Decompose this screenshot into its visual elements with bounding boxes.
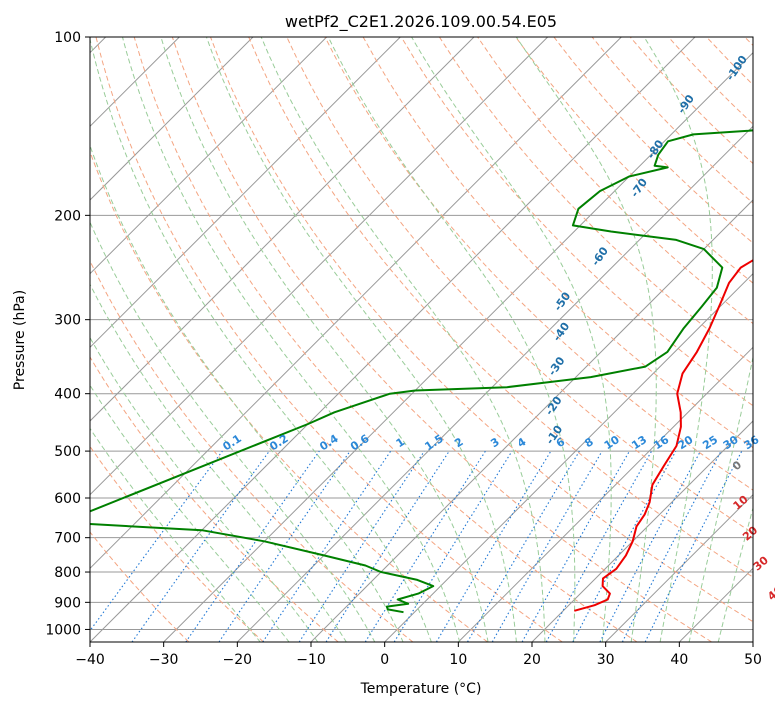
x-tick-label: −10: [296, 652, 326, 668]
isotherm-line: [90, 37, 328, 275]
dry-adiabat-line: [438, 37, 753, 366]
dewpoint-line: [90, 129, 753, 614]
y-tick-label: 700: [54, 531, 81, 547]
moist-adiabat-line: [717, 506, 753, 642]
isotherm-line: [457, 346, 753, 642]
mixing-ratio-line: [298, 450, 425, 642]
x-tick-label: −30: [149, 652, 179, 668]
isotherm-line: [605, 493, 753, 642]
dry-adiabat-line: [515, 37, 753, 284]
mixing-ratio-lines: [90, 450, 743, 642]
dry-adiabat-line: [90, 445, 264, 642]
mixing-ratio-line: [218, 450, 351, 642]
dry-adiabat-line: [90, 150, 488, 642]
moist-adiabat-line: [205, 37, 517, 642]
dry-adiabat-line: [90, 531, 190, 642]
y-tick-label: 400: [54, 387, 81, 403]
dry-adiabat-line: [95, 37, 563, 642]
x-tick-label: 10: [449, 652, 467, 668]
dry-adiabat-line: [171, 37, 712, 642]
dry-adiabat-label: 40: [765, 583, 775, 603]
x-axis-label: Temperature (°C): [360, 681, 482, 697]
x-tick-label: 30: [597, 652, 615, 668]
mixing-ratio-line: [325, 450, 450, 642]
moist-adiabat-line: [90, 144, 404, 642]
x-tick-label: −40: [75, 652, 105, 668]
moist-adiabat-line: [688, 355, 753, 642]
isotherm-line: [90, 37, 475, 422]
isotherm-line: [90, 37, 696, 642]
moist-adiabat-line: [121, 37, 461, 642]
chart-title: wetPf2_C2E1.2026.109.00.54.E05: [285, 12, 557, 32]
y-tick-label: 1000: [45, 622, 81, 638]
temperature-line: [574, 259, 753, 612]
y-axis-label: Pressure (hPa): [12, 290, 28, 390]
axis-ticks: −40 −30 −20 −10 0 10 20 30 40 50 100 200 300 400 500 60…: [45, 30, 762, 668]
y-tick-label: 600: [54, 491, 81, 507]
dry-adiabat-line: [90, 259, 414, 642]
mixing-ratio-line: [262, 450, 392, 642]
moist-adiabat-line: [90, 336, 319, 642]
mixing-ratio-line: [572, 450, 677, 642]
mixing-ratio-line: [644, 450, 743, 642]
y-tick-label: 300: [54, 313, 81, 329]
moist-adiabat-line: [90, 283, 347, 642]
plot-frame: [89, 36, 754, 643]
moist-adiabat-line: [90, 384, 290, 642]
moist-adiabat-line: [160, 37, 489, 642]
x-tick-label: 40: [670, 652, 688, 668]
isotherm-line: [90, 37, 401, 349]
x-tick-label: 20: [523, 652, 541, 668]
moist-adiabat-line: [90, 37, 432, 642]
dry-adiabat-line: [133, 37, 638, 642]
moist-adiabat-line: [643, 37, 713, 642]
moist-adiabat-line: [90, 220, 376, 642]
dry-adiabat-line: [400, 37, 753, 407]
dry-adiabat-line: [90, 356, 339, 642]
isotherm-line: [90, 37, 254, 201]
y-tick-label: 800: [54, 565, 81, 581]
mixing-ratio-line: [521, 450, 630, 642]
dry-adiabat-line: [324, 37, 753, 491]
pressure-gridlines: [90, 37, 753, 630]
plot-area: [90, 37, 753, 642]
mixing-ratio-line: [393, 450, 513, 642]
isotherm-line: [90, 37, 622, 570]
x-tick-label: −20: [223, 652, 253, 668]
moist-adiabat-line: [260, 37, 546, 642]
moist-adiabat-lines: [90, 37, 753, 642]
x-tick-label: 0: [380, 652, 389, 668]
mixing-ratio-line: [185, 450, 320, 642]
dry-adiabat-line: [210, 37, 753, 623]
moist-adiabat-line: [327, 37, 576, 642]
isotherm-line: [384, 272, 753, 642]
y-tick-label: 500: [54, 444, 81, 460]
y-tick-label: 200: [54, 208, 81, 224]
x-tick-label: 50: [744, 652, 762, 668]
moist-adiabat-line: [515, 37, 657, 642]
mixing-ratio-line: [90, 450, 223, 632]
dry-adiabat-line: [248, 37, 753, 578]
dry-adiabat-lines: [90, 37, 753, 642]
isotherm-line: [90, 37, 549, 496]
y-tick-label: 100: [54, 30, 81, 46]
mixing-ratio-line: [545, 450, 653, 642]
moist-adiabat-line: [90, 427, 261, 642]
isotherm-line: [236, 125, 753, 642]
y-tick-label: 900: [54, 595, 81, 611]
profile-series: [90, 129, 753, 614]
mixing-ratio-line: [131, 450, 270, 642]
